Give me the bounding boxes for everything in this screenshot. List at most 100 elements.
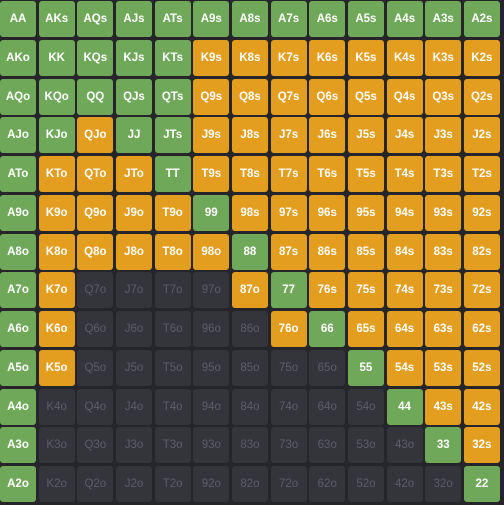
hand-cell-32s[interactable]: 32s (463, 427, 500, 464)
hand-cell-k5o[interactable]: K5o (38, 349, 75, 386)
hand-cell-q2s[interactable]: Q2s (463, 78, 500, 115)
hand-cell-jj[interactable]: JJ (115, 117, 152, 154)
hand-cell-77[interactable]: 77 (270, 272, 307, 309)
hand-cell-98s[interactable]: 98s (231, 194, 268, 231)
hand-cell-83s[interactable]: 83s (425, 233, 462, 270)
hand-cell-t9s[interactable]: T9s (193, 156, 230, 192)
hand-cell-83o[interactable]: 83o (231, 427, 268, 464)
hand-cell-k3o[interactable]: K3o (38, 427, 75, 464)
hand-cell-74s[interactable]: 74s (386, 272, 423, 309)
hand-cell-k8s[interactable]: K8s (231, 39, 268, 76)
hand-cell-j9o[interactable]: J9o (115, 194, 152, 231)
hand-cell-q4s[interactable]: Q4s (386, 78, 423, 115)
hand-cell-kqo[interactable]: KQo (38, 78, 75, 115)
hand-cell-t2s[interactable]: T2s (463, 156, 500, 192)
hand-cell-82s[interactable]: 82s (463, 233, 500, 270)
hand-cell-q6s[interactable]: Q6s (309, 78, 346, 115)
hand-cell-87s[interactable]: 87s (270, 233, 307, 270)
hand-cell-64s[interactable]: 64s (386, 311, 423, 347)
hand-cell-75o[interactable]: 75o (270, 349, 307, 386)
hand-cell-j7s[interactable]: J7s (270, 117, 307, 154)
hand-cell-k8o[interactable]: K8o (38, 233, 75, 270)
hand-cell-jts[interactable]: JTs (154, 117, 191, 154)
hand-cell-k4s[interactable]: K4s (386, 39, 423, 76)
hand-cell-99[interactable]: 99 (193, 194, 230, 231)
hand-cell-t4o[interactable]: T4o (154, 388, 191, 425)
hand-cell-aa[interactable]: AA (0, 1, 36, 37)
hand-cell-96s[interactable]: 96s (309, 194, 346, 231)
hand-cell-j3o[interactable]: J3o (115, 427, 152, 464)
hand-cell-j7o[interactable]: J7o (115, 272, 152, 309)
hand-cell-86s[interactable]: 86s (309, 233, 346, 270)
hand-cell-62s[interactable]: 62s (463, 311, 500, 347)
hand-cell-q5o[interactable]: Q5o (77, 349, 114, 386)
hand-cell-kts[interactable]: KTs (154, 39, 191, 76)
hand-cell-qq[interactable]: QQ (77, 78, 114, 115)
hand-cell-84s[interactable]: 84s (386, 233, 423, 270)
hand-cell-q9o[interactable]: Q9o (77, 194, 114, 231)
hand-cell-aqs[interactable]: AQs (77, 1, 114, 37)
hand-cell-k6o[interactable]: K6o (38, 311, 75, 347)
hand-cell-52o[interactable]: 52o (347, 466, 384, 502)
hand-cell-k3s[interactable]: K3s (425, 39, 462, 76)
hand-cell-t5s[interactable]: T5s (347, 156, 384, 192)
hand-cell-j8o[interactable]: J8o (115, 233, 152, 270)
hand-cell-j2o[interactable]: J2o (115, 466, 152, 502)
hand-cell-kjs[interactable]: KJs (115, 39, 152, 76)
hand-cell-22[interactable]: 22 (463, 466, 500, 502)
hand-cell-ats[interactable]: ATs (154, 1, 191, 37)
hand-cell-a6s[interactable]: A6s (309, 1, 346, 37)
hand-cell-k7s[interactable]: K7s (270, 39, 307, 76)
hand-cell-62o[interactable]: 62o (309, 466, 346, 502)
hand-cell-42o[interactable]: 42o (386, 466, 423, 502)
hand-cell-32o[interactable]: 32o (425, 466, 462, 502)
hand-cell-ajs[interactable]: AJs (115, 1, 152, 37)
hand-cell-q8o[interactable]: Q8o (77, 233, 114, 270)
hand-cell-72o[interactable]: 72o (270, 466, 307, 502)
hand-cell-j5o[interactable]: J5o (115, 349, 152, 386)
hand-cell-jto[interactable]: JTo (115, 156, 152, 192)
hand-cell-t3s[interactable]: T3s (425, 156, 462, 192)
hand-cell-a5s[interactable]: A5s (347, 1, 384, 37)
hand-cell-j4o[interactable]: J4o (115, 388, 152, 425)
hand-cell-qjo[interactable]: QJo (77, 117, 114, 154)
hand-cell-94s[interactable]: 94s (386, 194, 423, 231)
hand-cell-q7o[interactable]: Q7o (77, 272, 114, 309)
hand-cell-kjo[interactable]: KJo (38, 117, 75, 154)
hand-cell-j4s[interactable]: J4s (386, 117, 423, 154)
hand-cell-85s[interactable]: 85s (347, 233, 384, 270)
hand-cell-a8s[interactable]: A8s (231, 1, 268, 37)
hand-cell-a2s[interactable]: A2s (463, 1, 500, 37)
hand-cell-63o[interactable]: 63o (309, 427, 346, 464)
hand-cell-q3o[interactable]: Q3o (77, 427, 114, 464)
hand-cell-t9o[interactable]: T9o (154, 194, 191, 231)
hand-cell-94o[interactable]: 94o (193, 388, 230, 425)
hand-cell-j5s[interactable]: J5s (347, 117, 384, 154)
hand-cell-a8o[interactable]: A8o (0, 233, 36, 270)
hand-cell-66[interactable]: 66 (309, 311, 346, 347)
hand-cell-54s[interactable]: 54s (386, 349, 423, 386)
hand-cell-93s[interactable]: 93s (425, 194, 462, 231)
hand-cell-kk[interactable]: KK (38, 39, 75, 76)
hand-cell-a4s[interactable]: A4s (386, 1, 423, 37)
hand-cell-j8s[interactable]: J8s (231, 117, 268, 154)
hand-cell-43s[interactable]: 43s (425, 388, 462, 425)
hand-cell-97o[interactable]: 97o (193, 272, 230, 309)
hand-cell-k2o[interactable]: K2o (38, 466, 75, 502)
hand-cell-q2o[interactable]: Q2o (77, 466, 114, 502)
hand-cell-t4s[interactable]: T4s (386, 156, 423, 192)
hand-cell-42s[interactable]: 42s (463, 388, 500, 425)
hand-cell-92o[interactable]: 92o (193, 466, 230, 502)
hand-cell-aqo[interactable]: AQo (0, 78, 36, 115)
hand-cell-q5s[interactable]: Q5s (347, 78, 384, 115)
hand-cell-84o[interactable]: 84o (231, 388, 268, 425)
hand-cell-96o[interactable]: 96o (193, 311, 230, 347)
hand-cell-t8o[interactable]: T8o (154, 233, 191, 270)
hand-cell-92s[interactable]: 92s (463, 194, 500, 231)
hand-cell-j2s[interactable]: J2s (463, 117, 500, 154)
hand-cell-kqs[interactable]: KQs (77, 39, 114, 76)
hand-cell-j6s[interactable]: J6s (309, 117, 346, 154)
hand-cell-k4o[interactable]: K4o (38, 388, 75, 425)
hand-cell-95s[interactable]: 95s (347, 194, 384, 231)
hand-cell-t6o[interactable]: T6o (154, 311, 191, 347)
